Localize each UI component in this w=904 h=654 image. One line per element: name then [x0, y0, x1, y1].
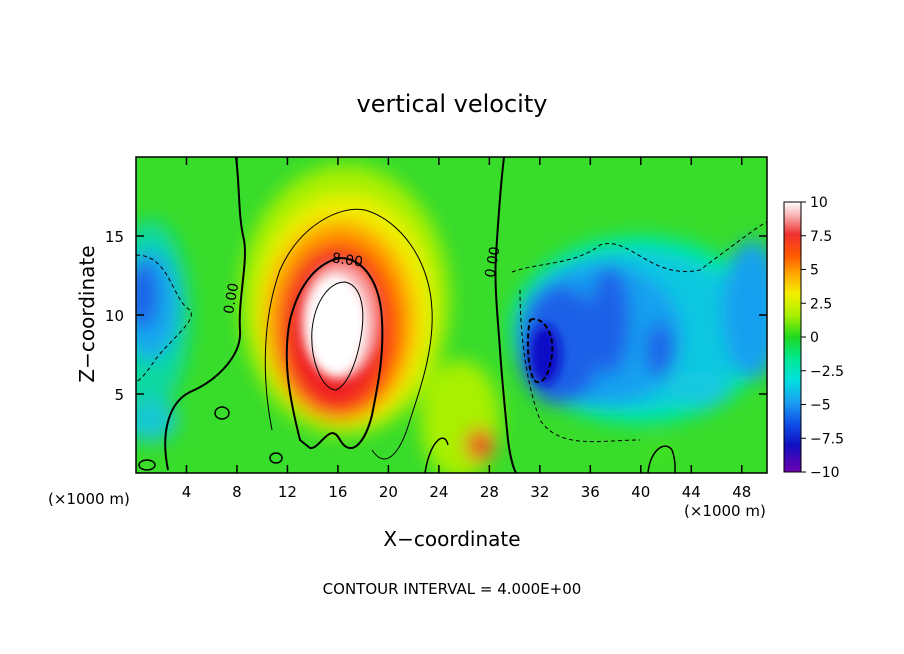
x-tick-label: 8: [232, 483, 242, 501]
colorbar-tick-label: 0: [810, 330, 819, 346]
colorbar: [783, 201, 802, 473]
x-tick-label: 16: [328, 483, 347, 501]
contour-label: 8.00: [331, 250, 364, 270]
contour-lines: [136, 157, 767, 473]
colorbar-tick-label: −5: [810, 398, 831, 414]
x-axis: 4 8 12 16 20 24 28 32 36 40 44 48: [182, 157, 751, 501]
x-unit-left: (×1000 m): [48, 490, 130, 508]
x-tick-label: 28: [480, 483, 499, 501]
x-tick-label: 48: [732, 483, 751, 501]
colorbar-tick-label: 10: [810, 195, 828, 211]
x-tick-label: 24: [429, 483, 448, 501]
colorbar-ticks: 10 7.5 5 2.5 0 −2.5 −5 −7.5 −10: [801, 195, 844, 481]
x-tick-label: 40: [631, 483, 650, 501]
contour-interval-note: CONTOUR INTERVAL = 4.000E+00: [323, 580, 582, 598]
contour-labels: 0.00 8.00 0.00: [221, 245, 503, 315]
x-unit-right: (×1000 m): [684, 502, 766, 520]
colorbar-tick-label: −2.5: [810, 364, 844, 380]
x-tick-label: 44: [682, 483, 701, 501]
x-tick-label: 12: [278, 483, 297, 501]
y-tick-label: 15: [105, 228, 124, 246]
x-tick-label: 32: [530, 483, 549, 501]
colorbar-tick-label: 2.5: [810, 296, 832, 312]
y-axis-label: Z−coordinate: [75, 245, 99, 382]
x-tick-label: 20: [379, 483, 398, 501]
colorbar-tick-label: −7.5: [810, 431, 844, 447]
colorbar-tick-label: −10: [810, 465, 840, 481]
contour-label: 0.00: [482, 245, 503, 278]
x-tick-label: 36: [581, 483, 600, 501]
contour-label: 0.00: [221, 282, 242, 315]
y-axis: 5 10 15: [105, 228, 767, 404]
chart-title: vertical velocity: [357, 90, 548, 118]
colorbar-tick-label: 7.5: [810, 229, 832, 245]
x-axis-label: X−coordinate: [383, 527, 520, 551]
heatmap-field: 0.00 8.00 0.00: [136, 157, 767, 473]
colorbar-tick-label: 5: [810, 263, 819, 279]
y-tick-label: 10: [105, 307, 124, 325]
y-tick-label: 5: [114, 386, 124, 404]
x-tick-label: 4: [182, 483, 192, 501]
